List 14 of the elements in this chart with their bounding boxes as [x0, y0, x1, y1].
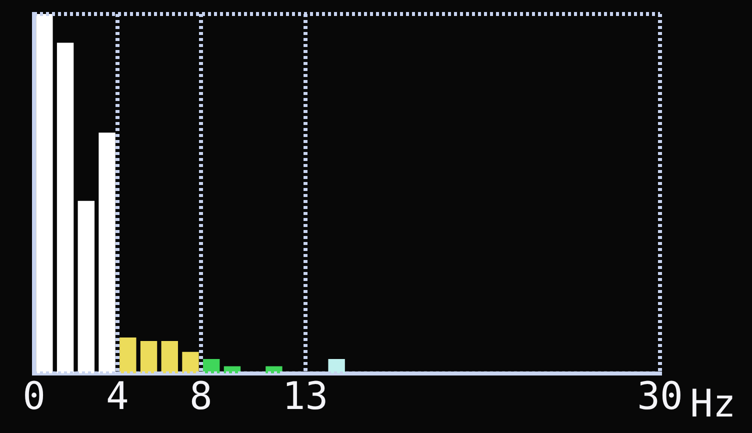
bar: [120, 337, 136, 374]
x-axis-title: Hz: [690, 381, 736, 426]
x-tick-label: 30: [637, 374, 683, 418]
x-tick-label: 4: [106, 374, 129, 418]
bar: [328, 359, 345, 374]
x-tick-label: 13: [282, 374, 328, 418]
bar: [78, 200, 95, 374]
bar: [182, 352, 199, 374]
x-tick-label: 0: [22, 374, 46, 418]
x-tick-label: 8: [189, 374, 212, 418]
bar: [140, 341, 158, 374]
bar: [161, 341, 178, 374]
bar: [56, 42, 74, 374]
bar: [203, 359, 220, 374]
